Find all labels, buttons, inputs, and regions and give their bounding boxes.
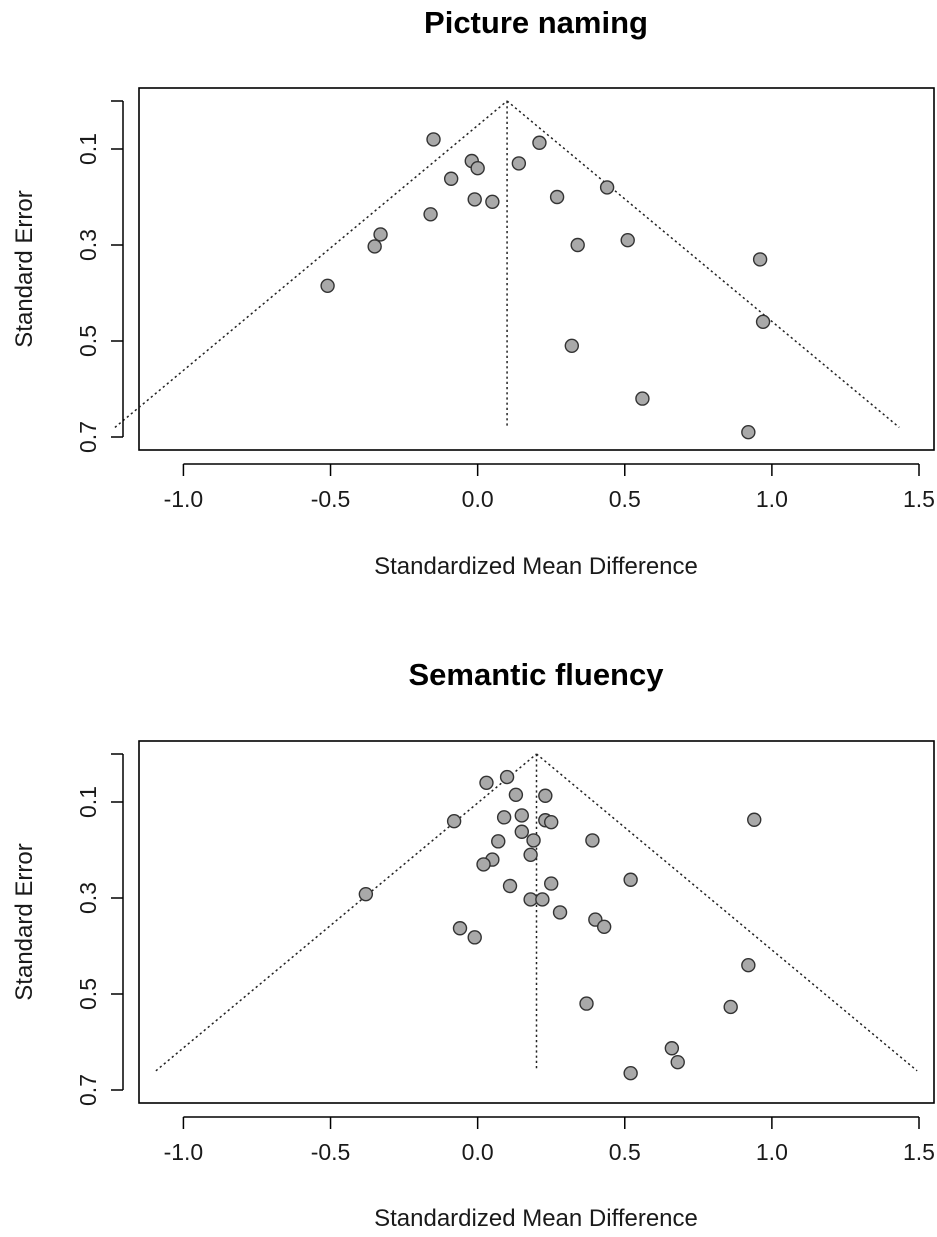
data-point xyxy=(467,192,482,207)
data-point xyxy=(532,135,547,150)
data-point xyxy=(570,237,585,253)
x-tick-label: 0.5 xyxy=(609,486,641,512)
x-axis-label: Standardized Mean Difference xyxy=(374,1205,698,1232)
x-tick-label: 0.0 xyxy=(462,486,494,512)
data-point xyxy=(538,788,553,803)
picture-naming-panel: Picture naming -1.0 -0.5 0.0 0.5 1.0 1.5 0.1 0… xyxy=(0,0,937,618)
data-point xyxy=(514,824,529,839)
semantic-fluency-panel: Semantic fluency -1.0 -0.5 0.0 0.5 1.0 1.5 0.… xyxy=(0,619,937,1237)
funnel-right-line xyxy=(506,100,900,428)
data-point xyxy=(549,189,565,205)
points-layer xyxy=(358,769,762,1081)
data-point xyxy=(579,996,594,1011)
y-tick-label: 0.5 xyxy=(75,325,101,357)
data-point xyxy=(470,160,485,176)
y-axis-label: Standard Error xyxy=(11,843,38,1000)
plot-frame xyxy=(138,87,935,451)
data-point xyxy=(564,338,580,353)
data-point xyxy=(320,278,335,293)
data-point xyxy=(426,132,441,147)
data-point xyxy=(544,876,559,891)
y-tick-label: 0.3 xyxy=(75,882,101,914)
data-point xyxy=(367,239,382,254)
y-axis: 0.1 0.3 0.5 0.7 xyxy=(75,753,124,1106)
data-point xyxy=(423,207,438,222)
funnel-plot-picture-naming: Picture naming -1.0 -0.5 0.0 0.5 1.0 1.5 0.10… xyxy=(11,5,935,580)
x-tick-label: -1.0 xyxy=(164,1139,204,1165)
data-point xyxy=(452,921,468,936)
y-tick-label: 0.7 xyxy=(75,1074,101,1106)
x-tick-label: 1.0 xyxy=(756,486,788,512)
y-tick-label: 0.3 xyxy=(75,229,101,261)
data-point xyxy=(552,905,568,920)
x-tick-label: 0.0 xyxy=(462,1139,494,1165)
funnel-left-line xyxy=(155,753,537,1072)
data-point xyxy=(741,958,756,973)
data-point xyxy=(670,1054,685,1070)
data-point xyxy=(523,892,538,907)
x-tick-label: -1.0 xyxy=(164,486,204,512)
data-point xyxy=(479,775,494,791)
data-point xyxy=(741,425,756,440)
x-axis: -1.0 -0.5 0.0 0.5 1.0 1.5 xyxy=(164,1116,935,1165)
x-axis: -1.0 -0.5 0.0 0.5 1.0 1.5 xyxy=(164,463,935,512)
x-tick-label: 1.5 xyxy=(903,1139,935,1165)
data-point xyxy=(511,156,527,171)
data-point xyxy=(755,314,771,329)
funnel-plot-semantic-fluency: Semantic fluency -1.0 -0.5 0.0 0.5 1.0 1.5 0.… xyxy=(11,657,935,1232)
data-point xyxy=(446,813,462,829)
x-tick-label: 0.5 xyxy=(609,1139,641,1165)
data-point xyxy=(358,886,374,902)
data-point xyxy=(599,180,615,195)
data-point xyxy=(523,847,538,863)
x-tick-label: -0.5 xyxy=(311,1139,351,1165)
chart-title: Picture naming xyxy=(424,5,648,40)
y-tick-label: 0.1 xyxy=(75,786,101,818)
data-point xyxy=(476,857,491,872)
data-point xyxy=(514,808,529,823)
data-point xyxy=(443,171,459,186)
x-tick-label: -0.5 xyxy=(311,486,351,512)
data-point xyxy=(623,1066,638,1081)
y-tick-label: 0.1 xyxy=(75,133,101,165)
data-point xyxy=(535,892,550,907)
data-point xyxy=(491,834,506,849)
funnel-layer xyxy=(114,100,900,428)
data-point xyxy=(467,930,482,945)
data-point xyxy=(723,999,738,1015)
data-point xyxy=(620,232,635,248)
y-tick-label: 0.7 xyxy=(75,421,101,453)
data-point xyxy=(596,919,612,934)
y-tick-label: 0.5 xyxy=(75,978,101,1010)
plot-frame xyxy=(138,740,935,1104)
data-point xyxy=(526,833,541,848)
data-point xyxy=(502,878,518,894)
data-point xyxy=(747,812,762,827)
y-axis-label: Standard Error xyxy=(11,190,38,347)
data-point xyxy=(544,814,559,830)
data-point xyxy=(499,769,515,785)
data-point xyxy=(752,252,768,267)
funnel-left-line xyxy=(114,100,508,428)
funnel-layer xyxy=(155,753,918,1072)
data-point xyxy=(623,872,638,887)
y-axis: 0.1 0.3 0.5 0.7 xyxy=(75,100,124,453)
data-point xyxy=(485,194,500,210)
data-point xyxy=(373,227,388,242)
chart-title: Semantic fluency xyxy=(409,657,665,692)
x-axis-label: Standardized Mean Difference xyxy=(374,553,698,580)
data-point xyxy=(496,810,512,825)
data-point xyxy=(664,1041,680,1056)
data-point xyxy=(585,833,600,848)
x-tick-label: 1.5 xyxy=(903,486,935,512)
data-point xyxy=(635,391,650,406)
x-tick-label: 1.0 xyxy=(756,1139,788,1165)
points-layer xyxy=(320,132,771,440)
data-point xyxy=(508,787,524,803)
funnel-right-line xyxy=(536,753,918,1072)
